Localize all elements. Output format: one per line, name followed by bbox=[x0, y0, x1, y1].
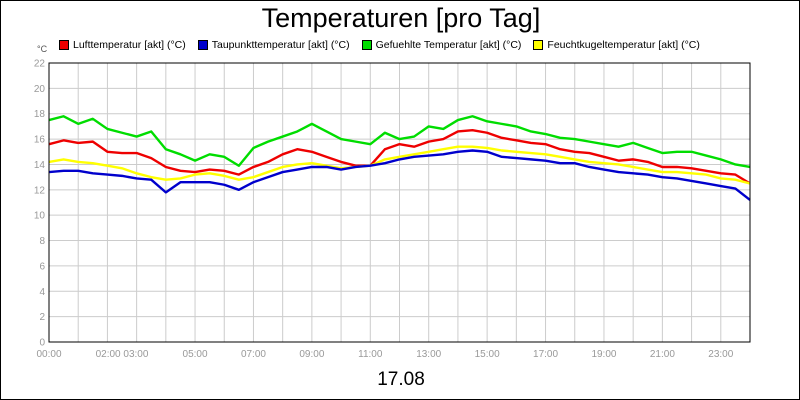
series-line bbox=[48, 129, 751, 185]
legend-swatch-blue bbox=[197, 40, 208, 50]
x-tick-label: 07:00 bbox=[241, 349, 266, 360]
x-tick-label: 15:00 bbox=[475, 349, 500, 360]
date-label: 17.08 bbox=[377, 369, 425, 390]
legend-label: Feuchtkugeltemperatur [akt] (°C) bbox=[547, 39, 700, 51]
y-tick-label: 2 bbox=[39, 312, 45, 323]
y-tick-label: 22 bbox=[34, 59, 46, 70]
series-line bbox=[48, 115, 751, 169]
legend-label: Gefuehlte Temperatur [akt] (°C) bbox=[375, 39, 522, 51]
legend-label: Lufttemperatur [akt] (°C) bbox=[73, 39, 186, 51]
legend-item-lufttemperatur: Lufttemperatur [akt] (°C) bbox=[59, 38, 186, 52]
y-tick-label: 4 bbox=[39, 287, 45, 298]
plot-border bbox=[48, 62, 751, 343]
y-tick-label: 12 bbox=[34, 185, 46, 196]
x-tick-label: 11:00 bbox=[358, 349, 383, 360]
y-tick-label: 0 bbox=[39, 338, 45, 349]
y-tick-label: 6 bbox=[39, 261, 45, 272]
x-tick-label: 05:00 bbox=[183, 349, 208, 360]
y-tick-label: 18 bbox=[34, 109, 46, 120]
y-tick-label: 16 bbox=[34, 135, 46, 146]
legend-item-feuchtkugeltemperatur: Feuchtkugeltemperatur [akt] (°C) bbox=[533, 38, 700, 52]
x-tick-label: 21:00 bbox=[650, 349, 675, 360]
y-tick-label: 8 bbox=[39, 236, 45, 247]
x-tick-label: 09:00 bbox=[299, 349, 324, 360]
y-tick-label: 20 bbox=[34, 84, 46, 95]
y-tick-label: 14 bbox=[34, 160, 46, 171]
x-tick-label: 00:00 bbox=[36, 349, 61, 360]
chart-title: Temperaturen [pro Tag] bbox=[261, 3, 541, 33]
x-tick-label: 17:00 bbox=[533, 349, 558, 360]
legend-swatch-yellow bbox=[533, 40, 544, 50]
legend-swatch-green bbox=[361, 40, 372, 50]
legend-label: Taupunkttemperatur [akt] (°C) bbox=[211, 39, 350, 51]
legend-item-taupunkttemperatur: Taupunkttemperatur [akt] (°C) bbox=[197, 38, 350, 52]
legend-swatch-red bbox=[59, 40, 69, 50]
series-line bbox=[48, 145, 751, 185]
legend-item-gefuehlte-temperatur: Gefuehlte Temperatur [akt] (°C) bbox=[361, 38, 522, 52]
y-axis-unit: °C bbox=[37, 44, 48, 54]
x-tick-label: 23:00 bbox=[708, 349, 733, 360]
y-tick-label: 10 bbox=[34, 211, 46, 222]
series-line bbox=[48, 149, 751, 201]
x-tick-label: 13:00 bbox=[416, 349, 441, 360]
legend: Lufttemperatur [akt] (°C) Taupunkttemper… bbox=[59, 38, 712, 52]
x-tick-label: 19:00 bbox=[591, 349, 616, 360]
x-tick-label: 02:00 03:00 bbox=[96, 349, 149, 360]
